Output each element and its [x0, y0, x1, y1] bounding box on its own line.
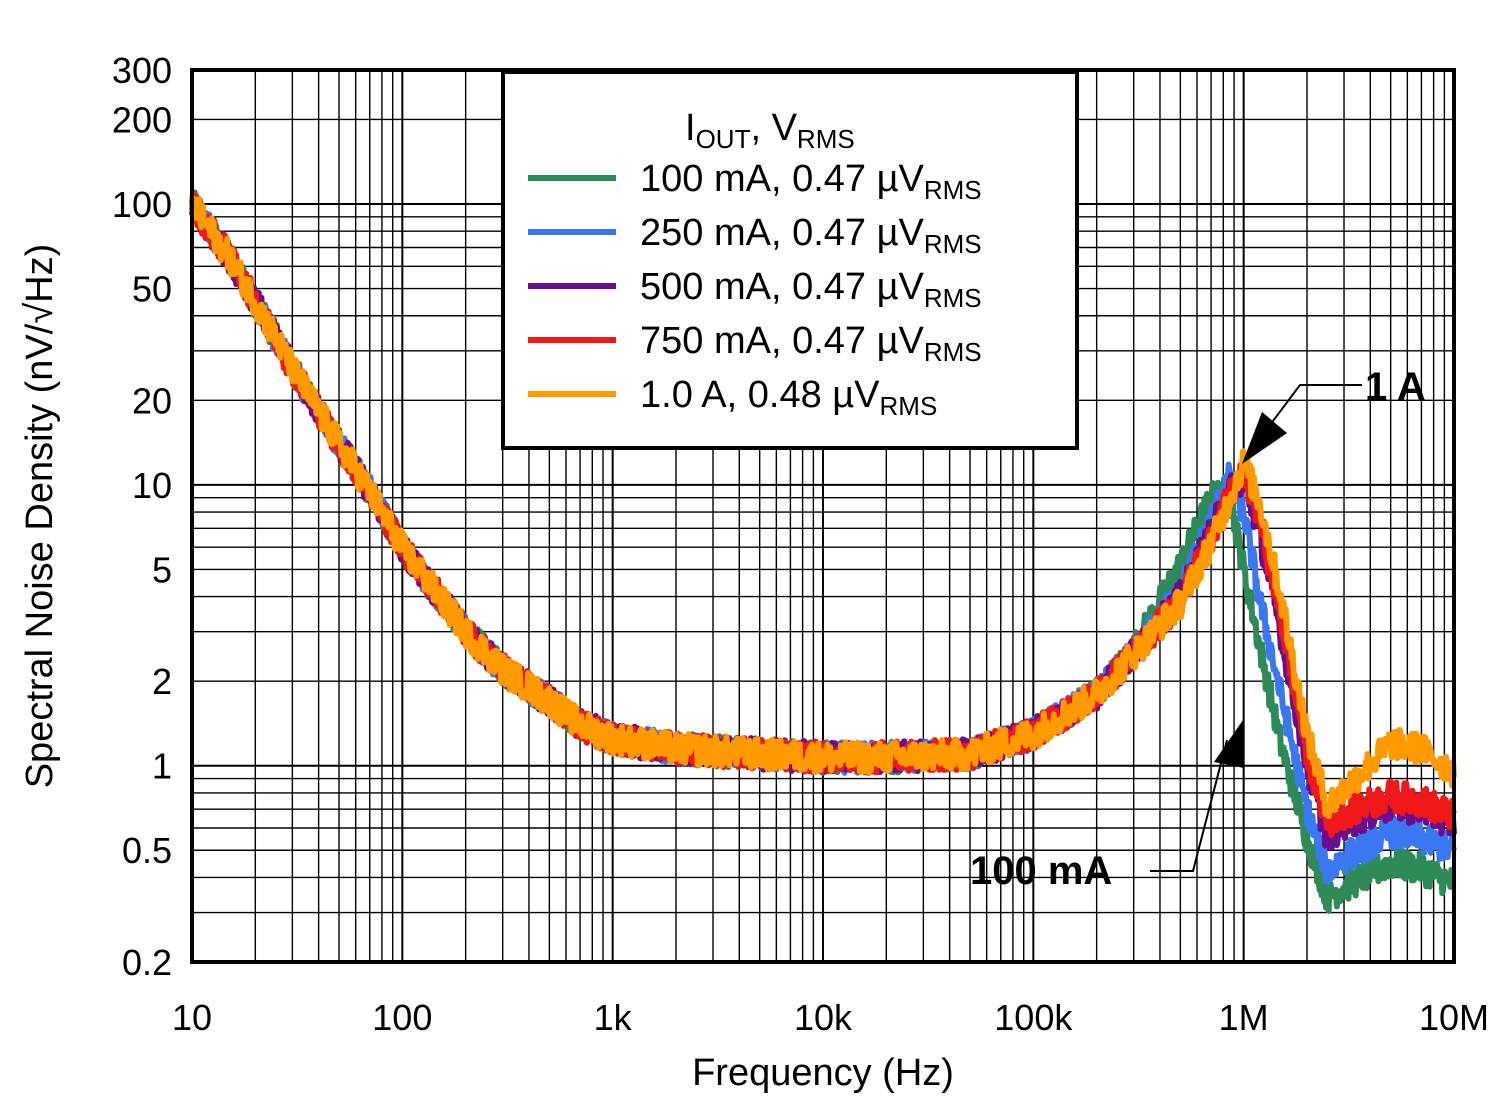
legend-entry: 250 mA, 0.47 µVRMS [528, 212, 982, 259]
x-tick-label: 1M [1219, 997, 1269, 1038]
series-lines [189, 189, 1457, 914]
legend-label: 100 mA, 0.47 µVRMS [640, 158, 982, 205]
x-tick-label: 10M [1419, 997, 1489, 1038]
y-tick-label: 300 [112, 50, 172, 91]
legend-title: IOUT, VRMS [685, 107, 855, 154]
annotation-1a-arrowhead [1242, 412, 1287, 464]
x-tick-labels: 10 100 1k 10k 100k 1M 10M [172, 997, 1489, 1038]
y-tick-label: 200 [112, 99, 172, 140]
x-tick-label: 10 [172, 997, 212, 1038]
legend: IOUT, VRMS 100 mA, 0.47 µVRMS 250 mA, 0.4… [501, 70, 1079, 450]
x-tick-label: 1k [594, 997, 633, 1038]
legend-label: 500 mA, 0.47 µVRMS [640, 266, 982, 313]
legend-entry: 750 mA, 0.47 µVRMS [528, 320, 982, 367]
legend-label: 250 mA, 0.47 µVRMS [640, 212, 982, 259]
y-tick-label: 100 [112, 184, 172, 225]
y-tick-label: 1 [152, 746, 172, 787]
x-axis-label: Frequency (Hz) [692, 1052, 954, 1094]
x-tick-label: 100k [994, 997, 1073, 1038]
annotation-100ma-leader [1150, 739, 1228, 872]
y-tick-label: 10 [132, 465, 172, 506]
legend-entries: 100 mA, 0.47 µVRMS 250 mA, 0.47 µVRMS 500 … [528, 158, 982, 421]
y-tick-label: 50 [132, 269, 172, 310]
y-tick-label: 0.2 [122, 942, 172, 983]
legend-entry: 1.0 A, 0.48 µVRMS [528, 374, 937, 421]
y-tick-label: 2 [152, 661, 172, 702]
y-tick-label: 0.5 [122, 830, 172, 871]
y-tick-labels: 0.2 0.5 1 2 5 10 20 50 100 200 300 [112, 50, 172, 983]
x-tick-label: 100 [372, 997, 432, 1038]
annotation-1a-label: 1 A [1365, 365, 1426, 409]
annotation-1a: 1 A [1242, 365, 1426, 464]
annotation-100ma-label: 100 mA [970, 849, 1112, 893]
annotation-100ma-arrowhead [1214, 720, 1244, 768]
annotation-100ma: 100 mA [970, 720, 1244, 893]
y-tick-label: 20 [132, 380, 172, 421]
legend-label: 1.0 A, 0.48 µVRMS [640, 374, 937, 421]
legend-label: 750 mA, 0.47 µVRMS [640, 320, 982, 367]
legend-entry: 100 mA, 0.47 µVRMS [528, 158, 982, 205]
legend-entry: 500 mA, 0.47 µVRMS [528, 266, 982, 313]
y-axis-label: Spectral Noise Density (nV/√Hz) [19, 244, 61, 789]
legend-box [501, 70, 1079, 450]
x-tick-label: 10k [794, 997, 853, 1038]
y-tick-label: 5 [152, 549, 172, 590]
